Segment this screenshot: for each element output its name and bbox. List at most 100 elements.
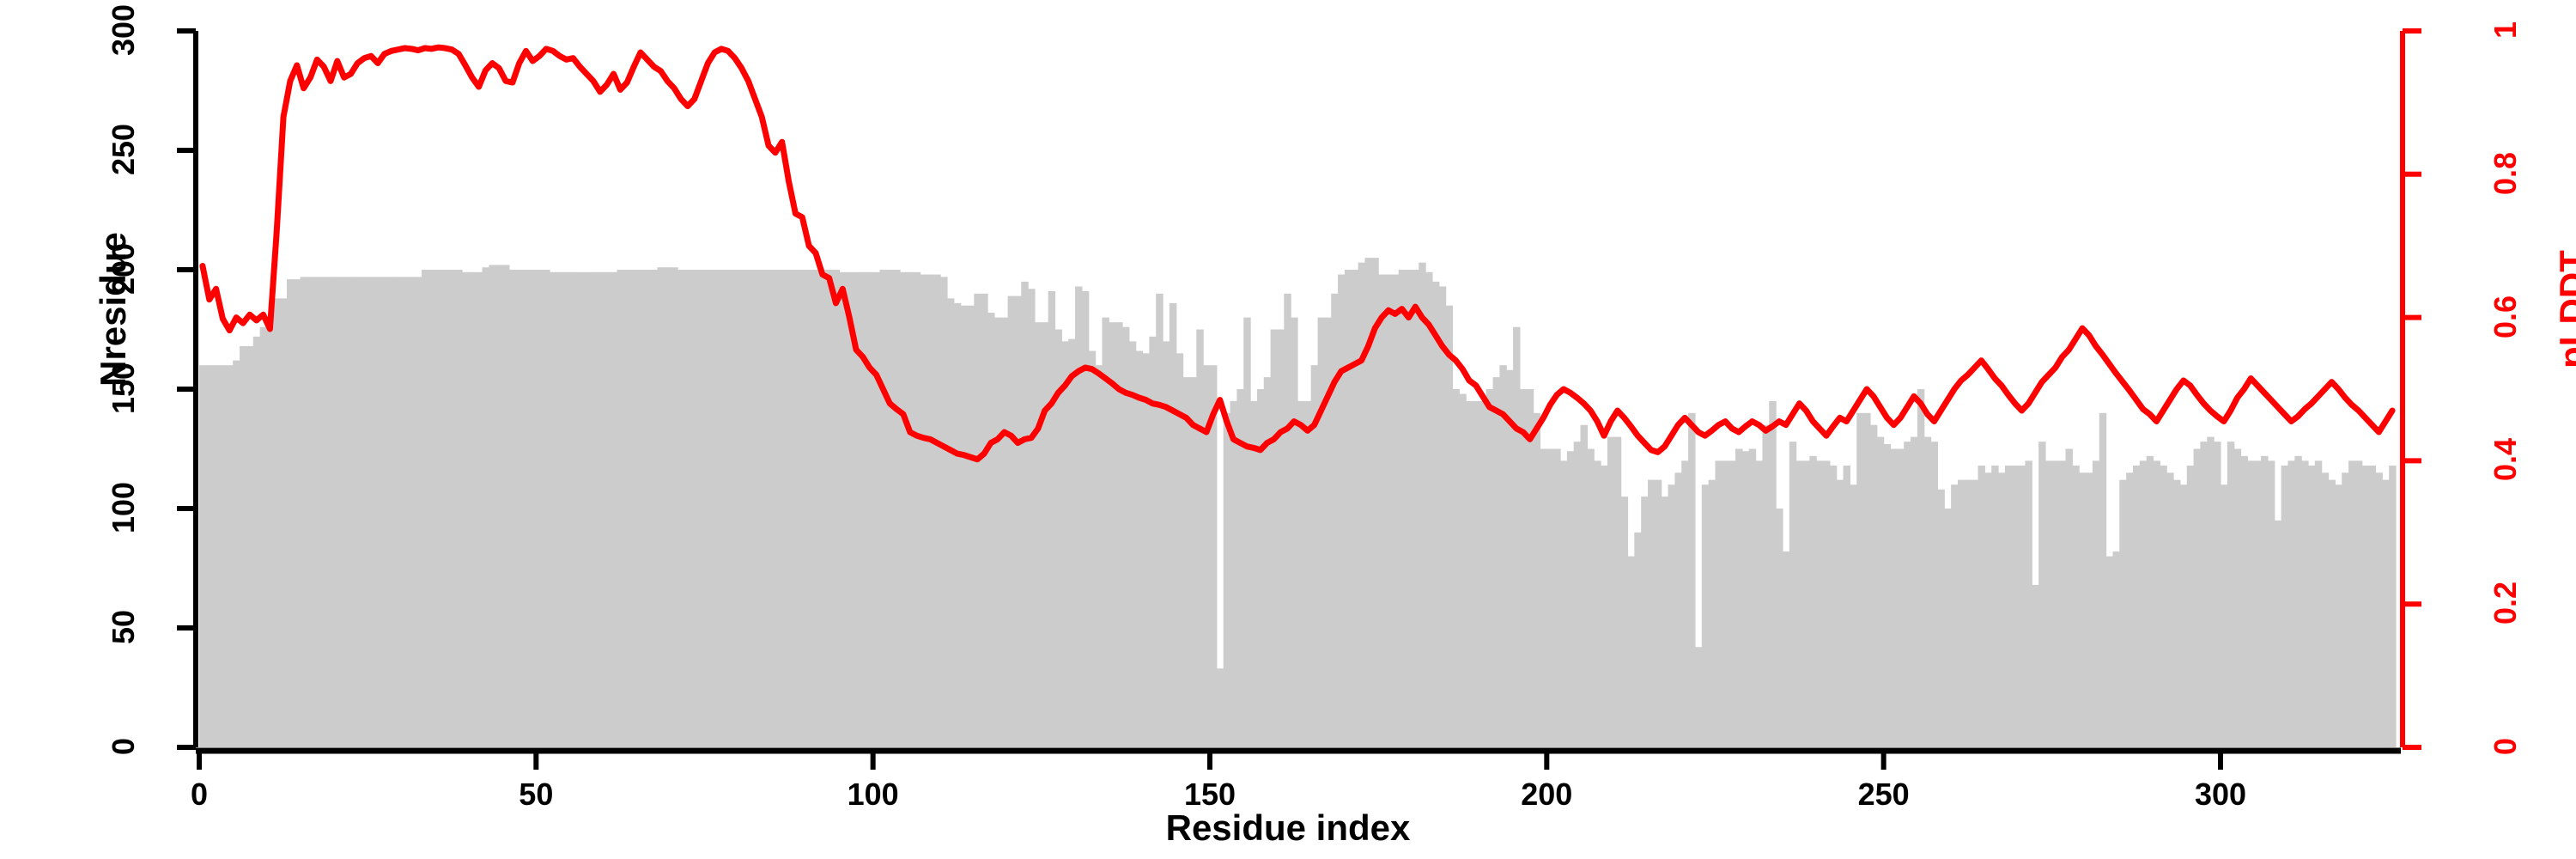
bar <box>1883 443 1892 747</box>
bar <box>1620 497 1629 747</box>
bar <box>1156 293 1163 747</box>
bar <box>347 277 355 748</box>
bar <box>1256 389 1265 747</box>
bar <box>711 270 719 747</box>
bar <box>799 270 806 747</box>
bar <box>556 271 564 747</box>
bar <box>725 270 732 747</box>
bar <box>219 365 227 747</box>
bar <box>368 277 375 748</box>
y-tick-label-left: 150 <box>106 362 141 415</box>
bar <box>1513 326 1521 747</box>
bar <box>805 270 813 747</box>
bar <box>1802 460 1810 747</box>
bar <box>2065 448 2073 747</box>
bar <box>1795 460 1804 747</box>
bar <box>1371 258 1379 748</box>
bar <box>1722 460 1729 747</box>
bar <box>1331 293 1339 747</box>
bar <box>1601 465 1608 747</box>
bar <box>2086 472 2093 747</box>
bar <box>1196 329 1204 747</box>
bar <box>1674 472 1682 747</box>
bar <box>468 271 477 747</box>
bar <box>1485 389 1494 747</box>
bar <box>1000 317 1009 747</box>
bar <box>1081 291 1090 747</box>
bar <box>596 271 605 747</box>
bar <box>731 270 739 747</box>
bar <box>967 305 975 747</box>
bar <box>1466 400 1473 747</box>
bar <box>1856 412 1864 747</box>
bar <box>293 279 301 747</box>
x-tick-label: 150 <box>1183 777 1236 812</box>
bar <box>1364 258 1372 748</box>
bar <box>2267 460 2275 747</box>
bar <box>333 277 342 748</box>
bar <box>508 270 517 747</box>
bar <box>300 277 308 748</box>
y-tick-label-left: 100 <box>106 481 141 534</box>
bar <box>1243 317 1251 747</box>
bar <box>778 270 787 747</box>
bar <box>2079 472 2087 747</box>
bar <box>415 277 422 748</box>
bar <box>569 271 578 747</box>
bar <box>462 271 470 747</box>
bar <box>2375 472 2383 747</box>
bar <box>927 274 934 747</box>
bar <box>2314 460 2323 747</box>
bar <box>1317 317 1325 747</box>
bar <box>2146 455 2154 747</box>
bar <box>1829 465 1838 747</box>
bar <box>1594 460 1601 747</box>
bar <box>872 271 881 747</box>
y-tick-label-left: 300 <box>106 3 141 57</box>
bar <box>2153 460 2160 747</box>
bar <box>1540 448 1547 747</box>
bar <box>946 298 955 747</box>
bar <box>683 270 692 747</box>
bar <box>280 298 288 747</box>
bar <box>1209 365 1218 747</box>
bar <box>1917 389 1925 747</box>
bar <box>320 277 328 748</box>
bar <box>212 365 221 747</box>
bar <box>1236 389 1244 747</box>
bar <box>489 265 496 747</box>
bar <box>893 270 901 747</box>
bar <box>455 270 463 747</box>
bar <box>1668 484 1676 747</box>
bar <box>2281 465 2289 747</box>
bar <box>1627 556 1635 747</box>
bar <box>2200 442 2208 747</box>
bar <box>818 270 827 747</box>
bar <box>1135 350 1144 747</box>
bar <box>266 317 274 747</box>
y-axis-label-right: pLDDT <box>2552 250 2576 369</box>
bar <box>1816 460 1824 747</box>
bar <box>1310 365 1319 747</box>
bar <box>953 302 962 747</box>
bar <box>1479 400 1487 747</box>
bar <box>1459 393 1467 747</box>
bar <box>1930 442 1939 747</box>
bar <box>2328 479 2336 747</box>
bar <box>1358 262 1366 747</box>
bar <box>1876 436 1885 747</box>
bar <box>1984 472 1992 747</box>
bar <box>482 267 490 748</box>
bar <box>2051 460 2060 747</box>
bar <box>1263 377 1272 747</box>
bar <box>1688 412 1696 747</box>
bar <box>2126 472 2134 747</box>
bar <box>2132 465 2141 747</box>
x-tick-label: 200 <box>1521 777 1573 812</box>
bar <box>2038 442 2046 747</box>
bar <box>2287 460 2295 747</box>
bar <box>2072 465 2080 747</box>
bar <box>1270 329 1279 747</box>
bar <box>671 267 678 748</box>
bar <box>1728 460 1736 747</box>
